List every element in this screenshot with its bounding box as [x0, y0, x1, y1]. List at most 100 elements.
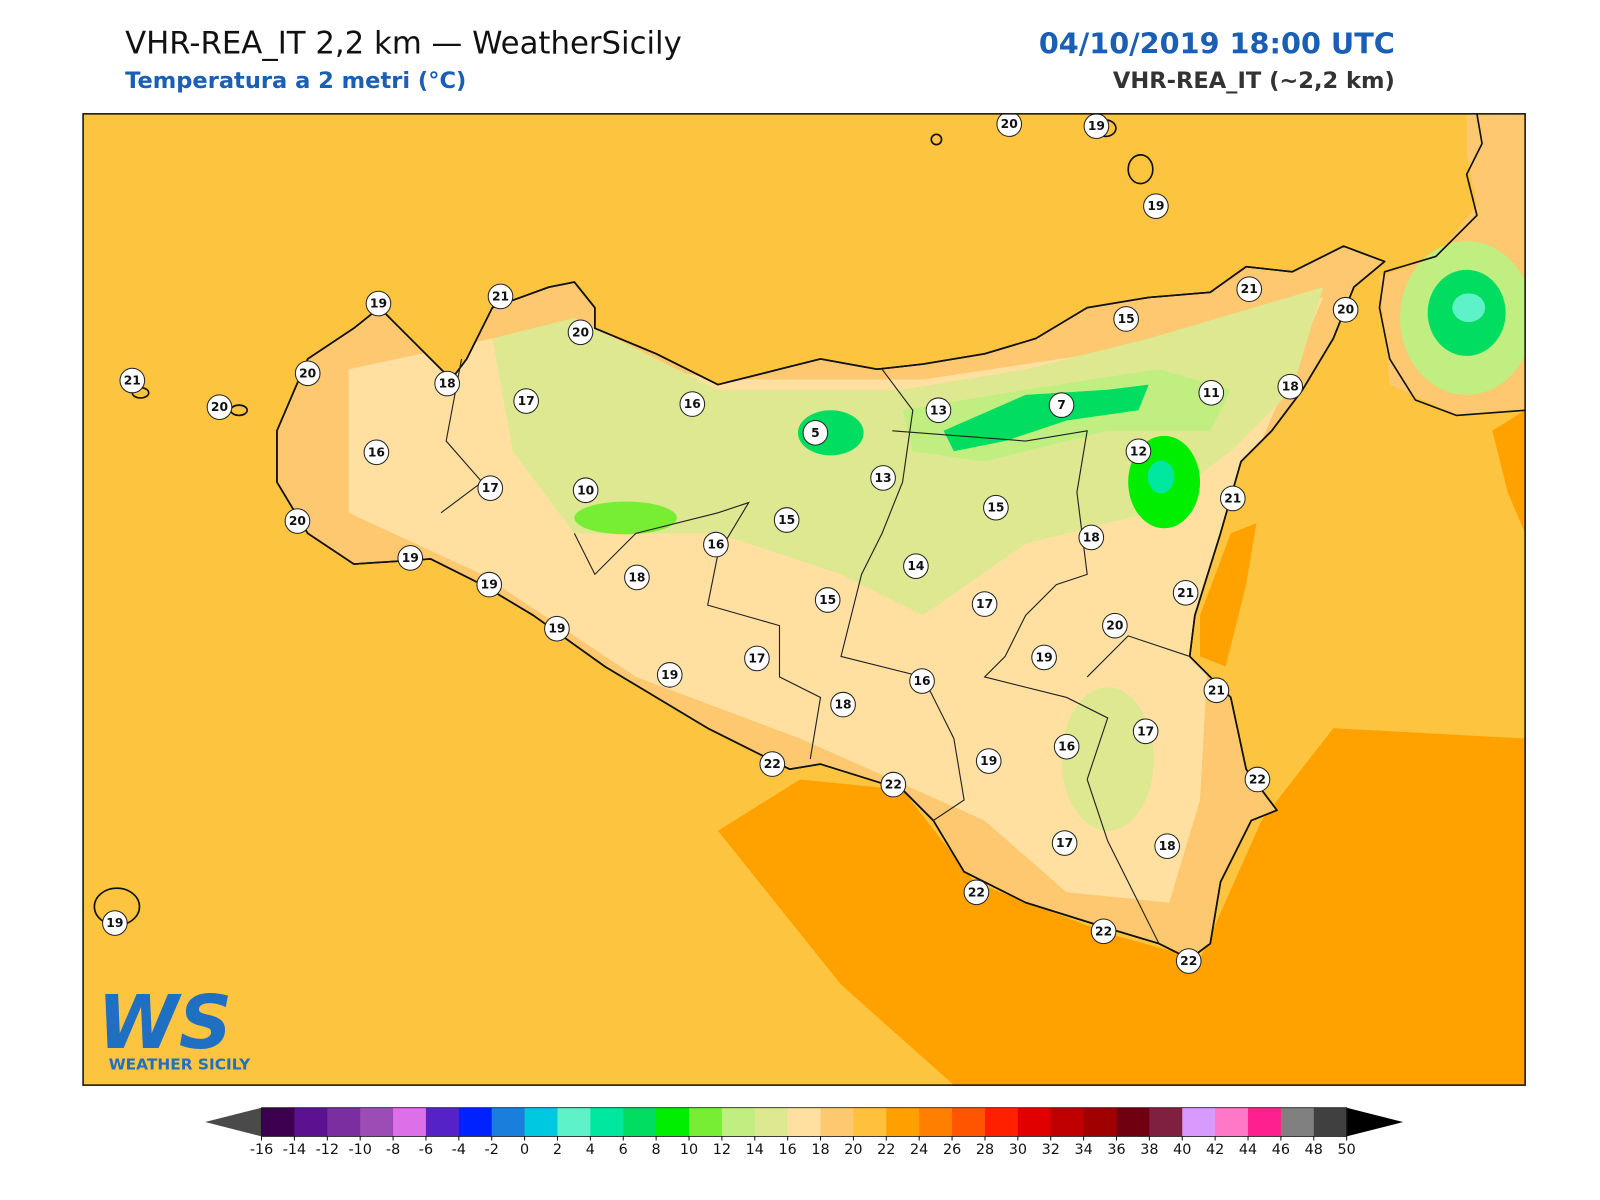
logo: WS WEATHER SICILY [97, 980, 251, 1074]
station: 5 [802, 419, 829, 446]
station: 17 [513, 388, 539, 414]
station-marker [487, 283, 514, 310]
station: 22 [759, 751, 786, 777]
station-marker [284, 508, 311, 534]
station: 21 [487, 283, 514, 310]
station-marker [1090, 918, 1117, 945]
station-marker [1172, 580, 1199, 606]
contour [1452, 293, 1486, 323]
station: 19 [656, 662, 683, 688]
colorbar-tick-label: 28 [976, 1142, 994, 1158]
station-value: 15 [819, 593, 836, 607]
station-marker [870, 465, 896, 491]
station-value: 21 [1224, 491, 1241, 505]
station-marker [703, 531, 729, 558]
colorbar-tick-label: 42 [1206, 1142, 1224, 1158]
colorbar-swatch [360, 1107, 394, 1137]
station-value: 19 [402, 551, 419, 565]
station: 19 [365, 290, 392, 317]
station-value: 12 [1130, 444, 1147, 458]
station: 19 [1083, 113, 1110, 139]
station: 17 [477, 475, 504, 502]
colorbar-swatch [721, 1107, 756, 1137]
station: 14 [903, 553, 929, 579]
station-value: 16 [368, 445, 385, 459]
station-marker [434, 370, 460, 397]
station-value: 21 [492, 289, 509, 303]
station-value: 19 [481, 578, 498, 592]
station-value: 18 [628, 570, 645, 584]
colorbar-swatch [557, 1107, 591, 1137]
station: 7 [1048, 392, 1075, 418]
station-marker [1236, 276, 1263, 303]
station: 22 [1175, 948, 1202, 974]
station-value: 15 [987, 501, 1004, 515]
colorbar-swatch [656, 1107, 690, 1137]
colorbar-swatch [1215, 1107, 1249, 1137]
colorbar-swatch [689, 1107, 723, 1137]
station-marker [1053, 733, 1080, 760]
station-marker [656, 662, 683, 688]
station-marker [1198, 379, 1225, 406]
station-value: 19 [1036, 650, 1053, 664]
colorbar-swatch [886, 1107, 920, 1137]
colorbar-swatch [754, 1107, 789, 1137]
station: 22 [1090, 918, 1117, 945]
station-marker [1125, 438, 1152, 465]
station-value: 10 [577, 483, 594, 497]
colorbar-swatch [1017, 1107, 1052, 1137]
colorbar-tick-label: -4 [452, 1142, 466, 1158]
station-marker [1332, 296, 1359, 323]
station-marker [909, 668, 935, 694]
coastline [276, 245, 1386, 960]
station: 19 [102, 910, 128, 936]
station: 19 [397, 545, 424, 571]
colorbar-tick-label: 2 [553, 1142, 562, 1158]
station: 11 [1198, 379, 1225, 406]
station-value: 19 [980, 754, 997, 768]
station: 17 [1051, 830, 1078, 856]
station-marker [1048, 392, 1075, 418]
colorbar-tick-label: 24 [910, 1142, 928, 1158]
station: 19 [1143, 193, 1169, 219]
station-marker [544, 615, 570, 642]
station-marker [880, 771, 907, 798]
station: 18 [1277, 373, 1304, 400]
map-frame [82, 113, 1526, 1086]
colorbar-swatch [458, 1107, 493, 1137]
colorbar-swatch [1280, 1107, 1315, 1137]
station: 22 [880, 771, 907, 798]
station: 20 [206, 394, 233, 420]
station-value: 13 [875, 471, 892, 485]
colorbar-tick-label: 12 [713, 1142, 731, 1158]
station-marker [830, 691, 856, 718]
coastline [1378, 113, 1526, 417]
station: 20 [284, 508, 311, 534]
station-value: 16 [684, 397, 701, 411]
colorbar-tick-label: 20 [844, 1142, 862, 1158]
colorbar-tick-label: -16 [250, 1142, 273, 1158]
colorbar-tick-label: 16 [779, 1142, 797, 1158]
station-value: 18 [439, 377, 456, 391]
colorbar-tick-label: 30 [1009, 1142, 1027, 1158]
station: 13 [870, 465, 896, 491]
station-marker [365, 290, 392, 317]
title: VHR-REA_IT 2,2 km — WeatherSicily [125, 25, 682, 61]
colorbar-tick-label: 4 [586, 1142, 595, 1158]
colorbar-swatch [590, 1107, 624, 1137]
station-value: 16 [707, 538, 724, 552]
colorbar-tick-label: 48 [1305, 1142, 1323, 1158]
station-marker [1219, 485, 1246, 512]
island [930, 133, 943, 146]
station-marker [397, 545, 424, 571]
station-value: 22 [1249, 772, 1266, 786]
colorbar-tick-label: 22 [877, 1142, 895, 1158]
colorbar-swatch [1248, 1107, 1282, 1137]
station: 16 [703, 531, 729, 558]
colorbar-swatch [1050, 1107, 1085, 1137]
station: 18 [1154, 833, 1180, 859]
station-marker [744, 645, 770, 672]
colorbar-swatch [820, 1107, 854, 1137]
colorbar-swatch [261, 1107, 295, 1137]
station-marker [476, 571, 503, 598]
